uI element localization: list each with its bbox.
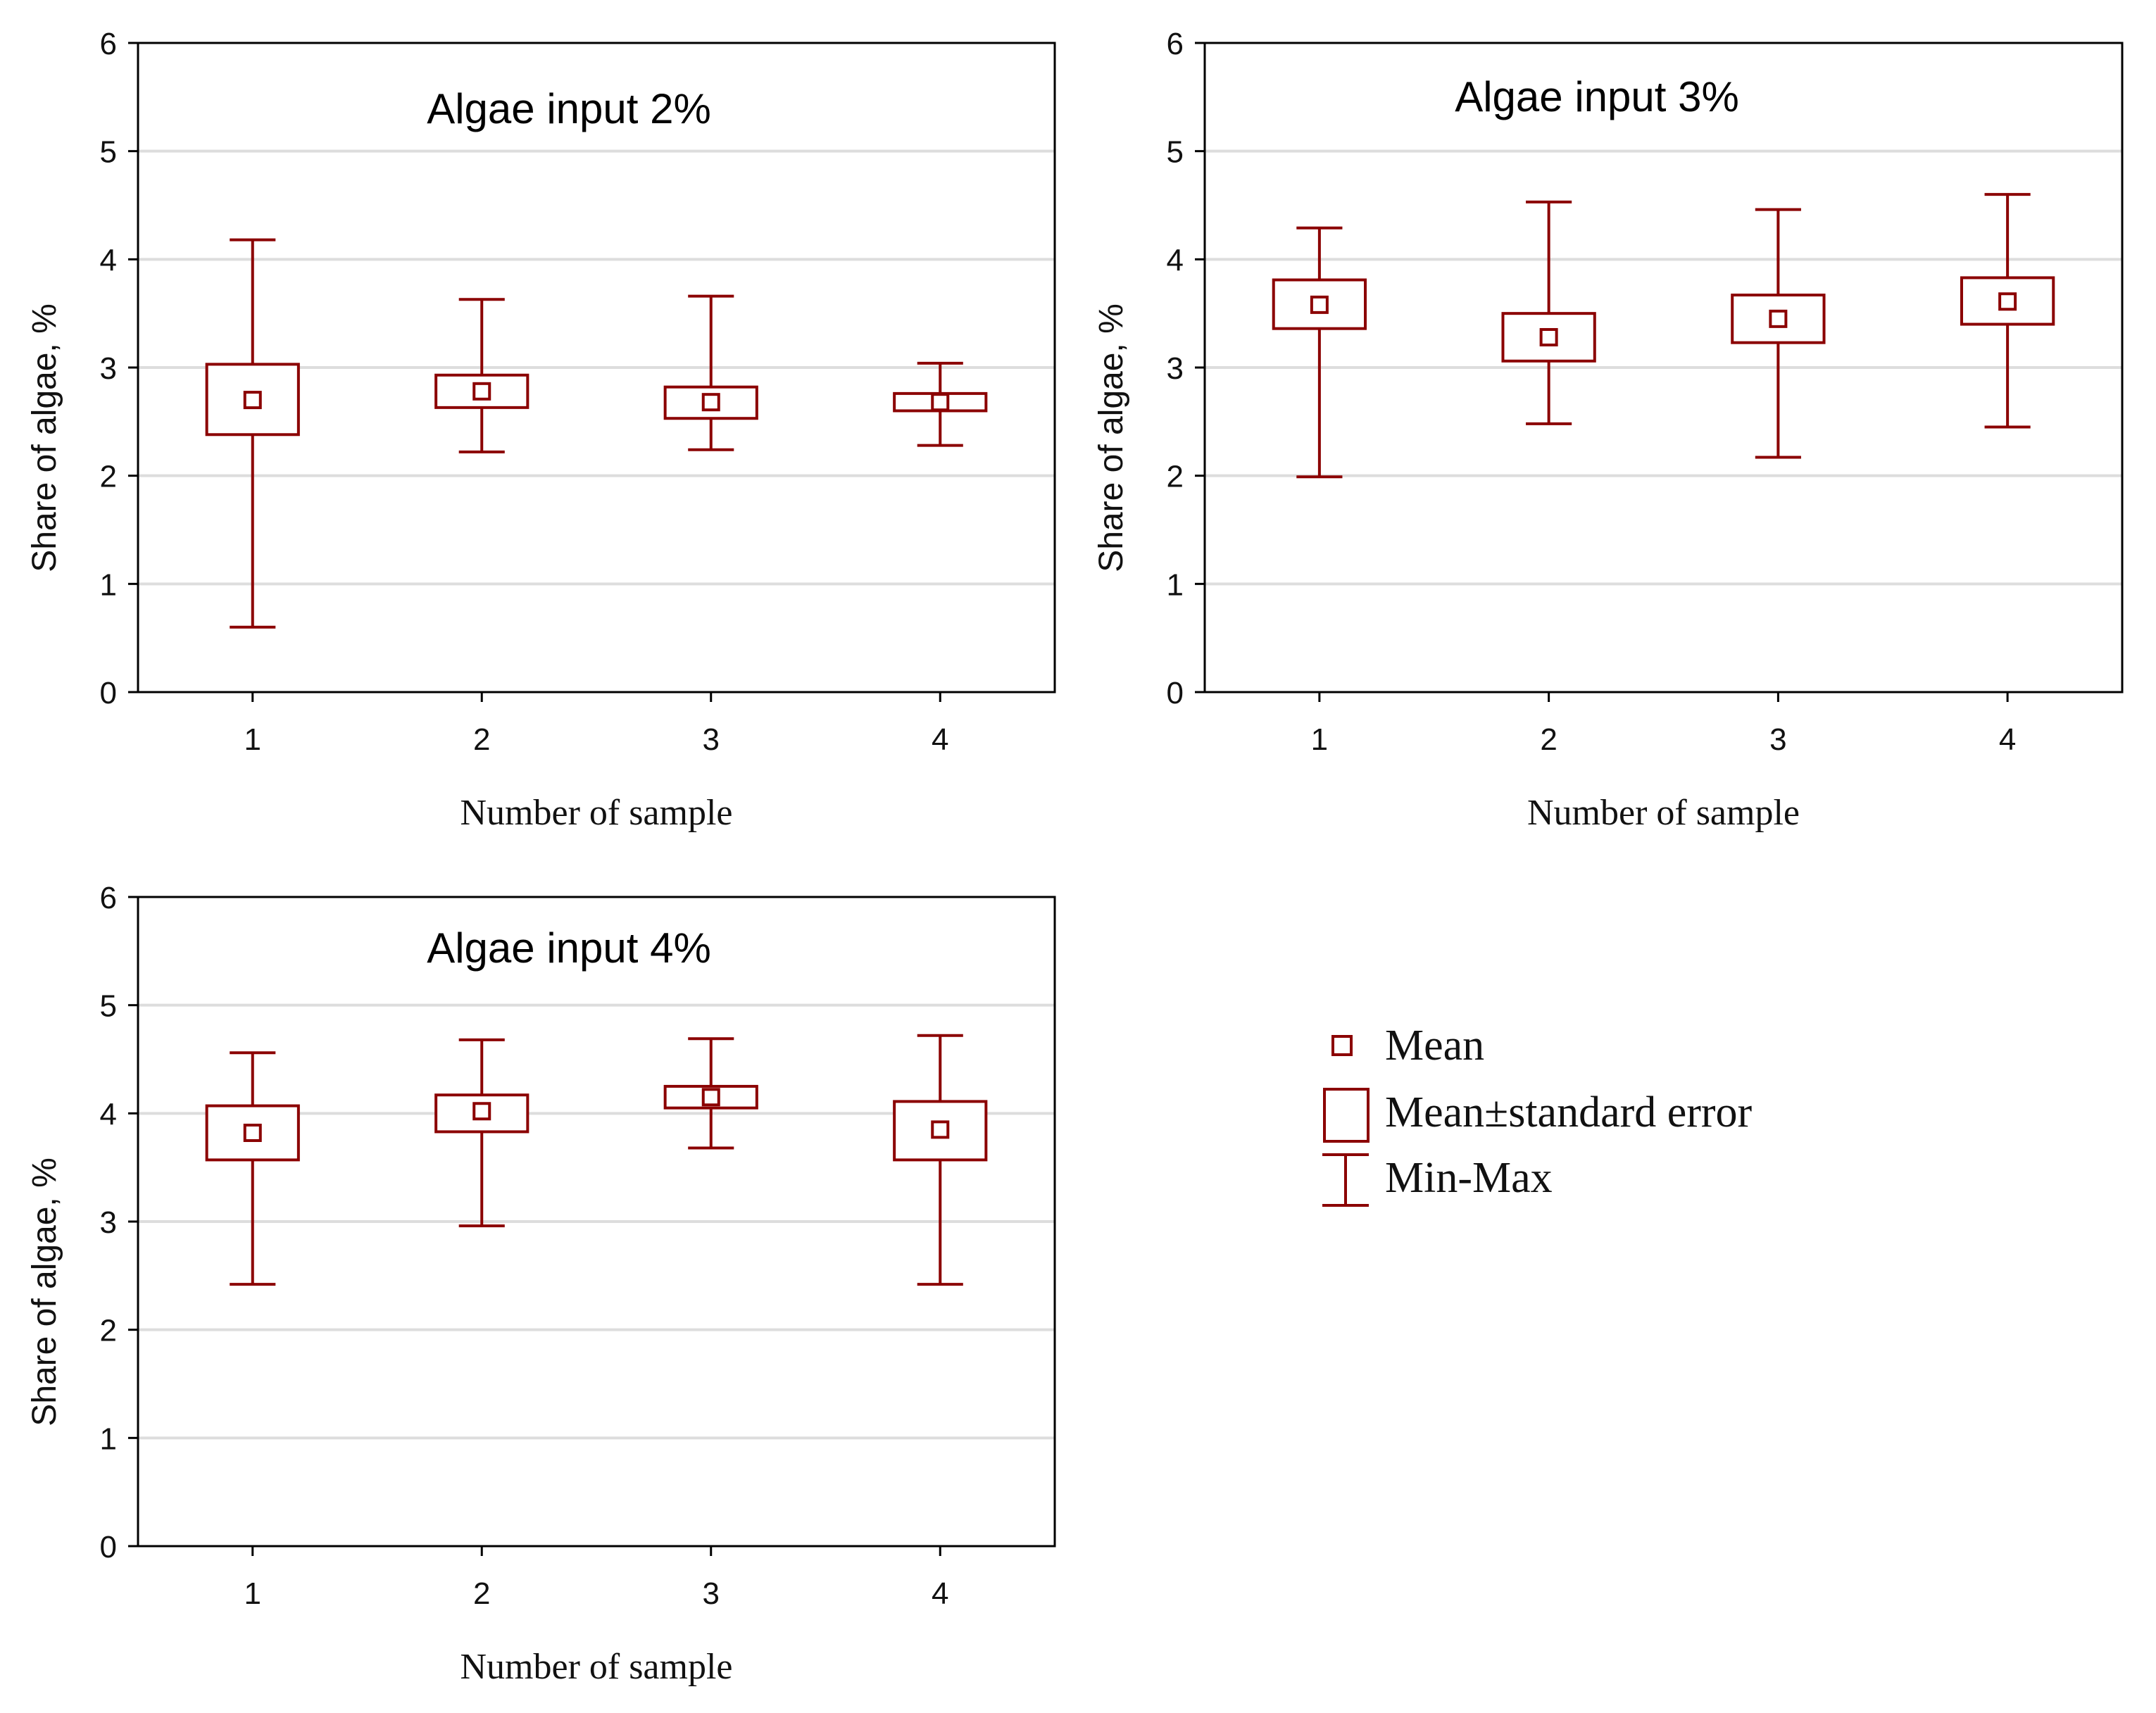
- y-tick-label: 6: [1167, 27, 1184, 61]
- box-sample-1: [205, 1051, 300, 1286]
- mean-marker: [243, 1123, 262, 1142]
- chart-title: Algae input 3%: [1455, 73, 1739, 120]
- y-tick-label: 0: [100, 676, 117, 710]
- y-axis-label: Share of algae, %: [26, 1157, 63, 1426]
- chart-panel-1: 0 1 2 3 4 5 6 1 2 3 4 Number of sample Share of alga…: [26, 27, 1056, 833]
- mean-marker: [472, 382, 491, 401]
- x-tick-label: 1: [1311, 722, 1328, 757]
- x-tick-label: 2: [473, 722, 490, 757]
- y-tick-label: 2: [100, 1314, 117, 1348]
- legend-minmax-label: Min-Max: [1385, 1154, 1553, 1202]
- x-axis-label: Number of sample: [460, 793, 732, 833]
- y-tick-label: 1: [100, 1422, 117, 1456]
- y-tick-label: 2: [1167, 460, 1184, 494]
- y-tick-label: 1: [100, 567, 117, 602]
- x-tick-label: 4: [932, 1576, 948, 1611]
- chart-panel-2: 0 1 2 3 4 5 6 1 2 3 4 Number of sample Share of alga…: [1093, 27, 2124, 833]
- chart-title: Algae input 4%: [427, 924, 711, 972]
- box-sample-3: [663, 294, 758, 451]
- mean-marker: [701, 1088, 720, 1107]
- y-tick-label: 5: [100, 989, 117, 1024]
- mean-marker: [472, 1102, 491, 1121]
- mean-marker: [931, 1120, 950, 1139]
- legend-se-label: Mean±standard error: [1385, 1088, 1753, 1136]
- y-tick-label: 4: [100, 243, 117, 277]
- x-tick-label: 3: [703, 1576, 720, 1611]
- y-tick-label: 2: [100, 460, 117, 494]
- box-sample-2: [1501, 200, 1596, 425]
- legend-mean-marker: [1331, 1035, 1353, 1056]
- mean-marker: [243, 391, 262, 410]
- y-tick-label: 3: [1167, 351, 1184, 386]
- legend-se-marker: [1323, 1088, 1370, 1143]
- y-tick-label: 0: [100, 1530, 117, 1564]
- y-tick-label: 6: [100, 27, 117, 61]
- legend-mean-label: Mean: [1385, 1022, 1484, 1069]
- mean-marker: [1998, 292, 2017, 311]
- mean-marker: [931, 393, 950, 412]
- se-box: [1731, 294, 1826, 344]
- y-tick-label: 5: [100, 135, 117, 170]
- box-sample-4: [893, 361, 988, 447]
- x-tick-label: 4: [1999, 722, 2016, 757]
- box-sample-4: [893, 1034, 988, 1286]
- chart-panel-3: 0 1 2 3 4 5 6 1 2 3 4 Number of sample Share of alga…: [26, 881, 1056, 1687]
- y-tick-label: 4: [100, 1097, 117, 1131]
- x-axis-label: Number of sample: [1527, 793, 1800, 833]
- box-sample-3: [663, 1037, 758, 1150]
- x-tick-label: 2: [1540, 722, 1557, 757]
- y-axis-label: Share of algae, %: [26, 303, 63, 572]
- y-axis-label: Share of algae, %: [1093, 303, 1130, 572]
- y-tick-label: 0: [1167, 676, 1184, 710]
- box-sample-2: [434, 1038, 529, 1228]
- box-sample-2: [434, 298, 529, 453]
- legend: Mean Mean±standard error Min-Max: [1322, 1022, 1753, 1207]
- box-sample-1: [205, 238, 300, 629]
- x-axis-label: Number of sample: [460, 1647, 732, 1687]
- x-tick-label: 3: [703, 722, 720, 757]
- legend-minmax-marker: [1322, 1153, 1369, 1207]
- y-tick-label: 3: [100, 351, 117, 386]
- mean-marker: [1539, 327, 1558, 346]
- y-tick-label: 4: [1167, 243, 1184, 277]
- y-tick-label: 3: [100, 1205, 117, 1240]
- y-tick-label: 6: [100, 881, 117, 915]
- x-tick-label: 1: [244, 722, 261, 757]
- box-sample-1: [1272, 226, 1367, 479]
- box-sample-3: [1731, 208, 1826, 459]
- mean-marker: [701, 393, 720, 412]
- box-sample-4: [1960, 193, 2055, 429]
- mean-marker: [1310, 295, 1329, 314]
- y-tick-label: 1: [1167, 567, 1184, 602]
- x-tick-label: 2: [473, 1576, 490, 1611]
- y-tick-label: 5: [1167, 135, 1184, 170]
- x-tick-label: 4: [932, 722, 948, 757]
- mean-marker: [1769, 309, 1788, 328]
- x-tick-label: 3: [1769, 722, 1786, 757]
- chart-title: Algae input 2%: [427, 85, 711, 132]
- x-tick-label: 1: [244, 1576, 261, 1611]
